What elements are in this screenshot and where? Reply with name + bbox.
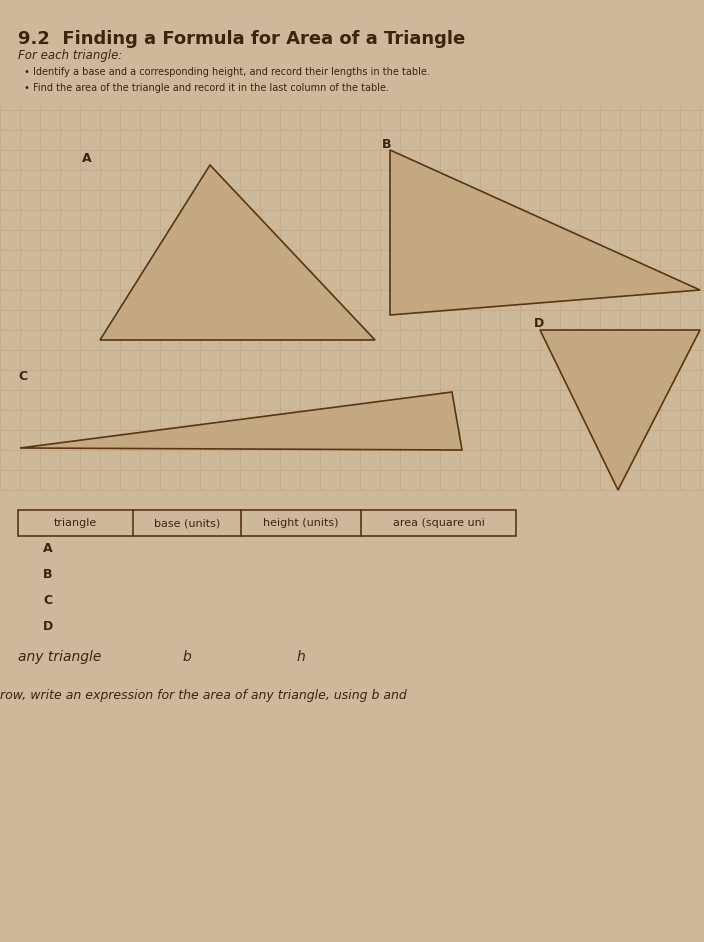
Text: D: D [43,621,54,634]
Text: • Identify a base and a corresponding height, and record their lengths in the ta: • Identify a base and a corresponding he… [24,67,430,77]
Text: area (square uni: area (square uni [393,518,484,528]
Text: triangle: triangle [54,518,97,528]
Text: • Find the area of the triangle and record it in the last column of the table.: • Find the area of the triangle and reco… [24,83,389,93]
Text: row, write an expression for the area of any triangle, using b and: row, write an expression for the area of… [0,689,407,702]
Text: height (units): height (units) [263,518,339,528]
Text: base (units): base (units) [154,518,220,528]
Text: A: A [43,543,53,556]
Text: A: A [82,152,92,165]
Text: b: b [182,650,191,664]
Text: For each triangle:: For each triangle: [18,49,122,62]
Text: 9.2  Finding a Formula for Area of a Triangle: 9.2 Finding a Formula for Area of a Tria… [18,30,465,48]
Text: C: C [18,370,27,383]
Text: B: B [382,138,391,151]
Polygon shape [390,150,700,315]
Text: h: h [296,650,306,664]
Text: D: D [534,317,544,330]
Bar [18,510,516,536]
Text: any triangle: any triangle [18,650,101,664]
Polygon shape [100,165,375,340]
Polygon shape [540,330,700,490]
Polygon shape [20,392,462,450]
Text: B: B [43,569,53,581]
Text: C: C [43,594,52,608]
